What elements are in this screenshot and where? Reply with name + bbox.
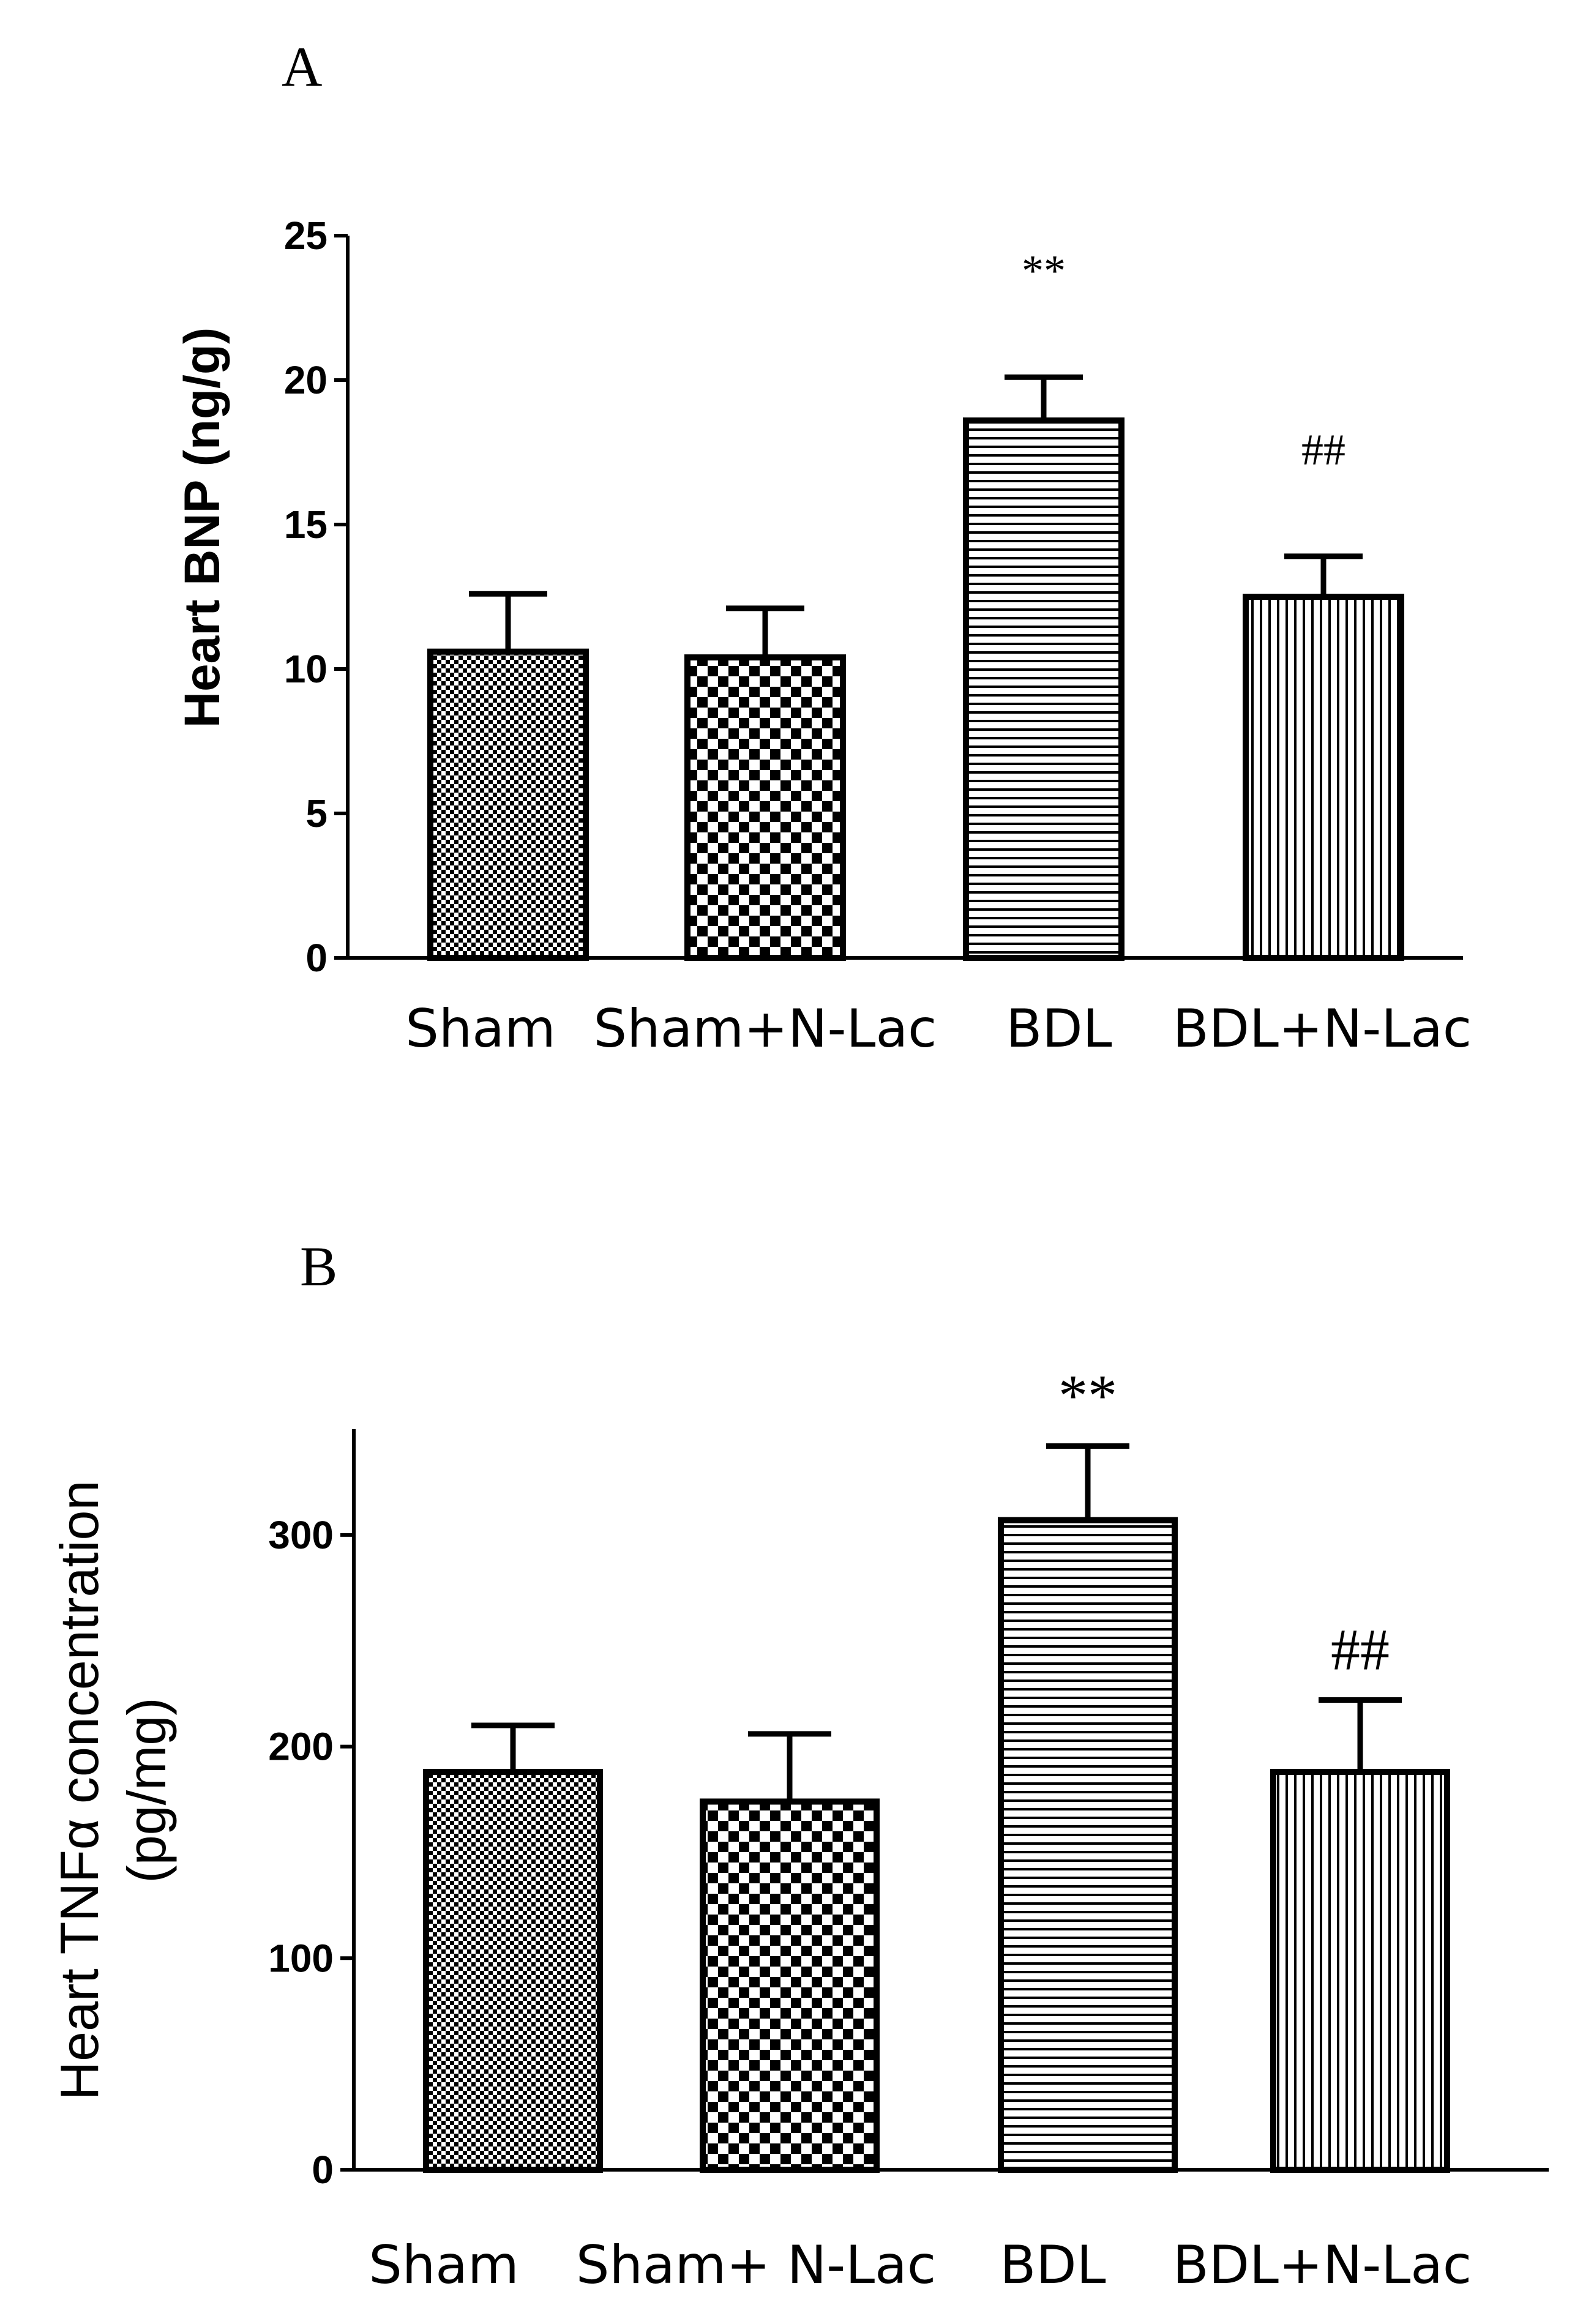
y-tick-label: 300 xyxy=(268,1513,334,1557)
y-tick-label: 25 xyxy=(284,214,327,258)
bar-sham xyxy=(427,648,589,962)
panel-b: B Heart TNFα concentration (pg/mg) 0 100 2… xyxy=(49,1235,1549,2296)
panel-a-y-ticks: 0 5 10 15 20 25 xyxy=(284,214,348,980)
panel-a-letter: A xyxy=(282,35,322,98)
panel-b-letter: B xyxy=(300,1235,337,1298)
y-tick-label: 0 xyxy=(305,936,327,980)
panel-a-category-labels: Sham Sham+N-Lac BDL BDL+N-Lac xyxy=(405,998,1472,1059)
x-category-label: BDL+N-Lac xyxy=(1173,2235,1472,2296)
y-tick-label: 0 xyxy=(312,2148,334,2192)
y-tick-label: 20 xyxy=(284,358,327,402)
panel-b-bars: ** ## xyxy=(423,1363,1450,2173)
panel-b-category-labels: Sham Sham+ N-Lac BDL BDL+N-Lac xyxy=(369,2235,1472,2296)
x-category-label: BDL xyxy=(1006,998,1112,1059)
bar-sham-n-lac xyxy=(700,1798,880,2173)
panel-b-y-axis-label-line2: (pg/mg) xyxy=(116,1697,177,1883)
y-tick-label: 200 xyxy=(268,1725,334,1769)
significance-label: ## xyxy=(1301,425,1345,474)
significance-label: ** xyxy=(1022,246,1066,295)
bar-bdl xyxy=(998,1517,1178,2173)
bar-bdl xyxy=(963,417,1125,961)
bar-sham xyxy=(423,1769,603,2173)
x-category-label: BDL+N-Lac xyxy=(1173,998,1472,1059)
x-category-label: BDL xyxy=(1000,2235,1106,2296)
y-tick-label: 10 xyxy=(284,647,327,691)
x-category-label: Sham xyxy=(405,998,556,1059)
significance-label: ## xyxy=(1331,1617,1390,1683)
bar-bdl-n-lac xyxy=(1270,1769,1450,2173)
panel-a-bars: ** ## xyxy=(427,246,1404,962)
y-tick-label: 5 xyxy=(305,791,327,835)
significance-label: ** xyxy=(1058,1363,1117,1429)
panel-a-axes xyxy=(346,236,1463,960)
bar-bdl-n-lac xyxy=(1243,594,1404,961)
panel-b-axes xyxy=(352,1429,1549,2172)
x-category-label: Sham+N-Lac xyxy=(594,998,937,1059)
x-category-label: Sham+ N-Lac xyxy=(576,2235,936,2296)
bar-sham-n-lac xyxy=(684,654,846,961)
y-tick-label: 15 xyxy=(284,503,327,547)
panel-b-y-ticks: 0 100 200 300 xyxy=(268,1513,354,2192)
panel-a-y-axis-label: Heart BNP (ng/g) xyxy=(174,327,230,728)
panel-b-y-axis-label-line1: Heart TNFα concentration xyxy=(49,1481,110,2101)
y-tick-label: 100 xyxy=(268,1936,334,1980)
x-category-label: Sham xyxy=(369,2235,519,2296)
